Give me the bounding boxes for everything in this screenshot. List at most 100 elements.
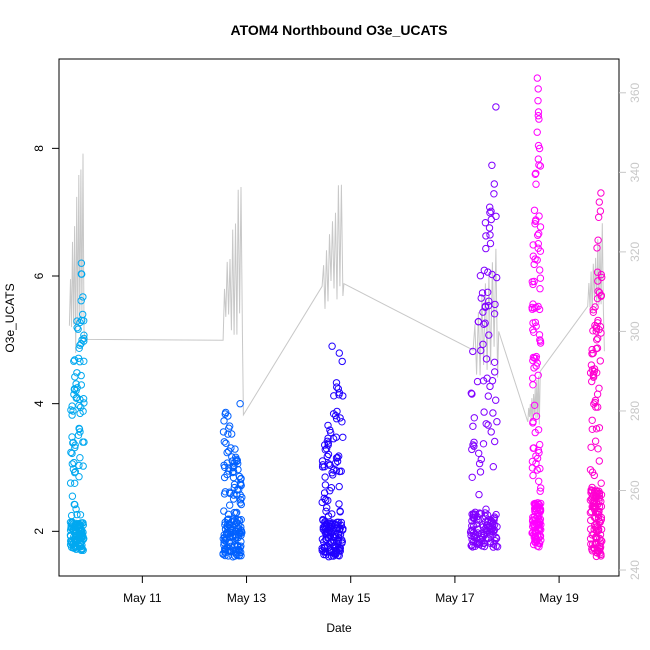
data-point (235, 486, 243, 494)
data-point (80, 334, 88, 343)
data-point (483, 521, 491, 529)
data-point (233, 457, 241, 466)
data-point (468, 535, 476, 544)
data-point (321, 481, 330, 489)
data-point (486, 239, 495, 248)
plot-frame (58, 58, 620, 577)
data-point (67, 522, 75, 530)
data-point (597, 189, 605, 197)
series-6 (586, 189, 606, 561)
data-point (230, 541, 238, 549)
x-tick-label: May 13 (227, 591, 267, 605)
data-point (73, 510, 81, 519)
data-point (68, 492, 77, 500)
data-point (475, 449, 483, 457)
secondary-line-layer (68, 153, 605, 425)
data-point (482, 355, 491, 363)
data-point (329, 435, 338, 443)
data-point (587, 507, 596, 516)
data-point (484, 268, 492, 276)
data-point (321, 473, 329, 481)
data-point (586, 509, 595, 517)
data-point (80, 331, 88, 339)
data-point (596, 357, 604, 365)
data-point (71, 527, 79, 535)
data-point (234, 465, 242, 474)
data-point (529, 471, 537, 480)
data-point (220, 417, 228, 425)
data-point (469, 422, 477, 430)
data-point (225, 424, 233, 432)
data-point (470, 414, 478, 422)
data-point (328, 342, 336, 350)
data-point (334, 524, 342, 532)
data-point (330, 466, 338, 474)
data-point (228, 430, 236, 438)
data-point (536, 337, 545, 345)
data-point (332, 411, 340, 420)
data-point (76, 511, 85, 519)
data-point (535, 230, 543, 238)
data-point (588, 468, 597, 476)
data-point (595, 544, 604, 552)
data-point (333, 453, 342, 462)
data-point (76, 341, 84, 349)
data-point (75, 461, 83, 470)
data-point (589, 349, 597, 357)
data-point (477, 455, 485, 464)
data-point (589, 327, 597, 335)
data-point (530, 401, 539, 409)
data-point (534, 85, 542, 93)
data-point (320, 489, 329, 497)
data-point (77, 546, 85, 554)
data-point (587, 516, 595, 525)
data-point (534, 108, 543, 116)
data-point (490, 358, 499, 366)
data-point (334, 521, 342, 529)
data-point (534, 508, 542, 516)
data-point (335, 525, 343, 534)
data-point (481, 303, 489, 311)
data-point (71, 373, 79, 381)
series-5 (528, 74, 545, 551)
data-point (236, 499, 245, 507)
data-point (532, 169, 540, 178)
data-point (322, 548, 330, 556)
data-point (336, 544, 344, 552)
data-point (467, 531, 475, 540)
data-point (237, 516, 245, 524)
data-point (529, 417, 537, 426)
data-point (76, 521, 85, 529)
data-point (68, 460, 77, 468)
data-point (475, 490, 483, 499)
data-point (221, 537, 230, 545)
data-point (486, 203, 494, 211)
y2-tick-label: 340 (628, 162, 642, 182)
data-point (223, 448, 231, 457)
x-tick-label: May 19 (539, 591, 579, 605)
data-point (482, 244, 490, 253)
data-point (533, 537, 541, 546)
data-point (335, 349, 343, 357)
data-point (469, 347, 477, 356)
data-point (75, 424, 83, 433)
data-point (592, 497, 601, 506)
data-point (77, 530, 85, 538)
data-point (75, 401, 83, 410)
data-point (595, 198, 603, 206)
data-point (532, 216, 540, 224)
data-point (597, 479, 605, 487)
data-point (468, 390, 476, 398)
data-point (69, 541, 77, 549)
data-point (530, 206, 539, 215)
data-point (330, 533, 338, 542)
data-point (339, 433, 347, 441)
data-point (481, 219, 490, 227)
data-point (588, 345, 596, 354)
data-point (80, 438, 88, 446)
data-point (534, 521, 542, 529)
data-point (587, 361, 596, 369)
y-axis-right: 240 260 280 300 320 340 360 (619, 82, 642, 580)
data-point (591, 437, 600, 445)
data-point (487, 215, 495, 224)
